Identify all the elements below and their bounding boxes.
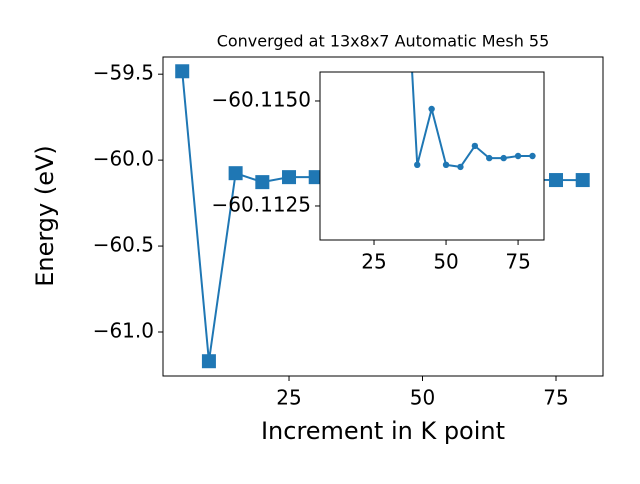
x-tick-label: 25	[361, 250, 386, 274]
x-tick-label: 50	[410, 386, 435, 410]
chart-title: Converged at 13x8x7 Automatic Mesh 55	[217, 32, 550, 51]
x-axis-label: Increment in K point	[261, 417, 505, 445]
axes-frame	[162, 56, 604, 377]
data-marker	[549, 173, 564, 188]
y-tick-label: −60.1150	[212, 87, 311, 111]
data-marker	[514, 152, 522, 160]
plot-area	[320, 72, 544, 240]
x-tick-label: 50	[433, 250, 458, 274]
x-tick-label: 75	[543, 386, 568, 410]
y-axis-label: Energy (eV)	[31, 145, 59, 287]
plot-layer	[411, 72, 536, 171]
x-tick-label: 25	[276, 386, 301, 410]
data-marker	[529, 152, 536, 160]
data-marker	[442, 161, 450, 169]
data-marker	[457, 163, 464, 171]
y-tick-label: −61.0	[93, 319, 154, 343]
data-marker	[486, 154, 493, 162]
y-tick-label: −60.0	[93, 147, 154, 171]
data-marker	[228, 166, 243, 181]
axes-frame	[319, 71, 545, 241]
data-line	[411, 72, 533, 168]
y-tick-label: −60.1125	[212, 192, 311, 216]
data-marker	[500, 154, 507, 162]
data-marker	[428, 105, 435, 113]
data-marker	[201, 354, 216, 369]
data-marker	[175, 64, 190, 79]
data-marker	[471, 142, 479, 150]
y-tick-label: −59.5	[93, 61, 154, 85]
y-tick-label: −60.5	[93, 233, 154, 257]
data-marker	[414, 161, 421, 169]
data-marker	[575, 173, 590, 188]
data-marker	[282, 170, 297, 185]
x-tick-label: 75	[505, 250, 530, 274]
data-marker	[255, 175, 270, 190]
data-marker	[308, 170, 323, 185]
